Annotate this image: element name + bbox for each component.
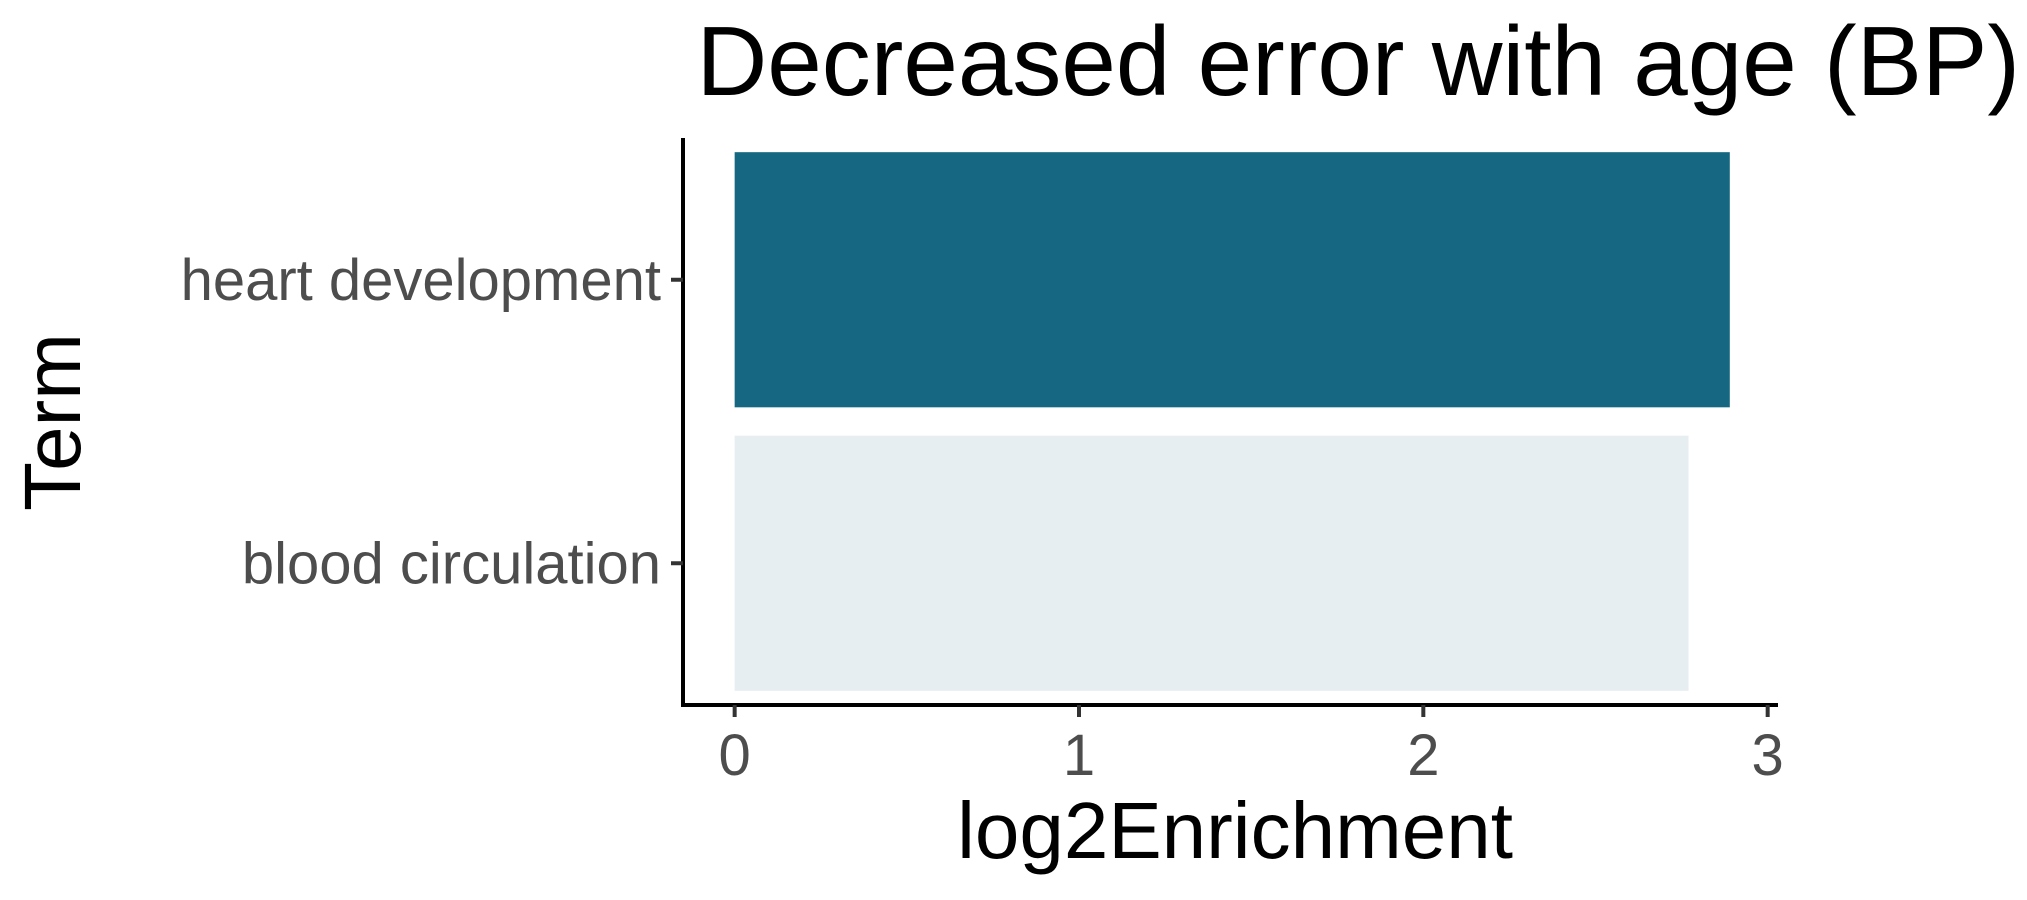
y-axis-title: Term: [8, 333, 97, 511]
bars-group: [734, 152, 1730, 691]
x-tick-label: 2: [1407, 723, 1439, 788]
y-tick-label: blood circulation: [242, 531, 661, 596]
bar-blood-circulation: [734, 435, 1689, 691]
x-tick-label: 1: [1063, 723, 1095, 788]
bar-heart-development: [734, 152, 1730, 408]
x-axis-title: log2Enrichment: [957, 786, 1513, 875]
x-tick-label: 0: [719, 723, 751, 788]
chart-title: Decreased error with age (BP): [696, 6, 2020, 116]
x-tick-label: 3: [1752, 723, 1784, 788]
x-ticks-group: 0 1 2 3: [719, 705, 1784, 788]
y-ticks-group: heart development blood circulation: [181, 248, 683, 596]
y-tick-label: heart development: [181, 248, 661, 313]
